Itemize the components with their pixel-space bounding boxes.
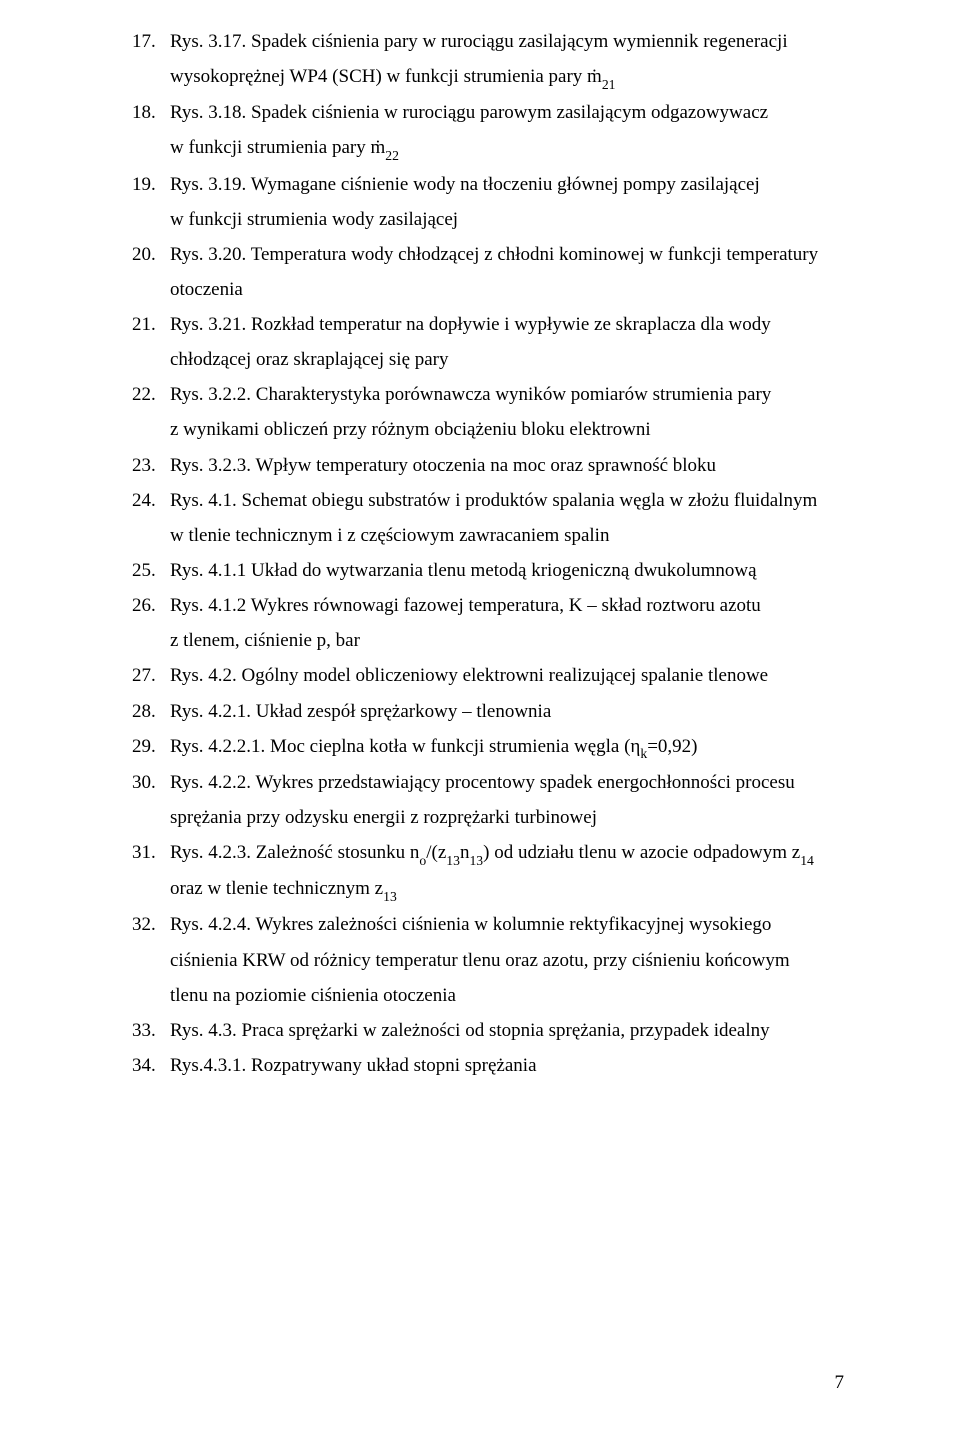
list-item-line: Rys. 4.2.1. Układ zespół sprężarkowy – t… (170, 694, 852, 729)
list-item: 22.Rys. 3.2.2. Charakterystyka porównawc… (132, 377, 852, 412)
list-item-line: Rys. 3.2.3. Wpływ temperatury otoczenia … (170, 448, 852, 483)
list-item: 17.Rys. 3.17. Spadek ciśnienia pary w ru… (132, 24, 852, 59)
list-item-line: w tlenie technicznym i z częściowym zawr… (132, 518, 852, 553)
list-item-line: Rys. 3.17. Spadek ciśnienia pary w ruroc… (170, 24, 852, 59)
list-item: 31.Rys. 4.2.3. Zależność stosunku no/(z1… (132, 835, 852, 871)
list-item: 27.Rys. 4.2. Ogólny model obliczeniowy e… (132, 658, 852, 693)
list-item-number: 33. (132, 1013, 170, 1048)
page-number: 7 (835, 1372, 845, 1394)
list-item-number: 20. (132, 237, 170, 272)
list-item-number: 29. (132, 729, 170, 764)
list-item: 34.Rys.4.3.1. Rozpatrywany układ stopni … (132, 1048, 852, 1083)
list-item: 24.Rys. 4.1. Schemat obiegu substratów i… (132, 483, 852, 518)
list-item-number: 22. (132, 377, 170, 412)
list-item-number: 31. (132, 835, 170, 870)
list-item-line: Rys. 4.2. Ogólny model obliczeniowy elek… (170, 658, 852, 693)
list-item-number: 21. (132, 307, 170, 342)
list-item-line: Rys. 3.20. Temperatura wody chłodzącej z… (170, 237, 852, 272)
list-item-line: w funkcji strumienia wody zasilającej (132, 202, 852, 237)
list-item-line: sprężania przy odzysku energii z rozpręż… (132, 800, 852, 835)
list-item-number: 26. (132, 588, 170, 623)
list-item: 19.Rys. 3.19. Wymagane ciśnienie wody na… (132, 167, 852, 202)
list-item-number: 17. (132, 24, 170, 59)
list-item-line: Rys. 3.19. Wymagane ciśnienie wody na tł… (170, 167, 852, 202)
list-item-line: z wynikami obliczeń przy różnym obciążen… (132, 412, 852, 447)
list-item-number: 34. (132, 1048, 170, 1083)
list-item-number: 32. (132, 907, 170, 942)
list-item-number: 28. (132, 694, 170, 729)
list-item: 21.Rys. 3.21. Rozkład temperatur na dopł… (132, 307, 852, 342)
list-item: 32.Rys. 4.2.4. Wykres zależności ciśnien… (132, 907, 852, 942)
list-item-number: 25. (132, 553, 170, 588)
list-item-line: otoczenia (132, 272, 852, 307)
list-item-number: 24. (132, 483, 170, 518)
list-item: 33.Rys. 4.3. Praca sprężarki w zależnośc… (132, 1013, 852, 1048)
list-item-line: ciśnienia KRW od różnicy temperatur tlen… (132, 943, 852, 978)
list-item-line: Rys. 4.1.2 Wykres równowagi fazowej temp… (170, 588, 852, 623)
list-item-line: z tlenem, ciśnienie p, bar (132, 623, 852, 658)
list-item-line: Rys. 4.2.2.1. Moc cieplna kotła w funkcj… (170, 729, 852, 765)
list-item-line: Rys. 4.2.3. Zależność stosunku no/(z13n1… (170, 835, 852, 871)
list-item: 28.Rys. 4.2.1. Układ zespół sprężarkowy … (132, 694, 852, 729)
list-item-line: w funkcji strumienia pary ṁ22 (132, 130, 852, 166)
list-item: 18.Rys. 3.18. Spadek ciśnienia w rurocią… (132, 95, 852, 130)
list-item: 30.Rys. 4.2.2. Wykres przedstawiający pr… (132, 765, 852, 800)
list-item-line: Rys. 3.18. Spadek ciśnienia w rurociągu … (170, 95, 852, 130)
list-item: 23.Rys. 3.2.3. Wpływ temperatury otoczen… (132, 448, 852, 483)
list-item-number: 30. (132, 765, 170, 800)
list-item-line: Rys. 4.1.1 Układ do wytwarzania tlenu me… (170, 553, 852, 588)
list-item: 25.Rys. 4.1.1 Układ do wytwarzania tlenu… (132, 553, 852, 588)
list-item-line: chłodzącej oraz skraplającej się pary (132, 342, 852, 377)
list-item-number: 18. (132, 95, 170, 130)
list-item-line: Rys. 4.3. Praca sprężarki w zależności o… (170, 1013, 852, 1048)
document-page: 17.Rys. 3.17. Spadek ciśnienia pary w ru… (0, 0, 960, 1448)
list-item-number: 23. (132, 448, 170, 483)
list-item: 20.Rys. 3.20. Temperatura wody chłodzące… (132, 237, 852, 272)
list-item-line: oraz w tlenie technicznym z13 (132, 871, 852, 907)
list-item-line: Rys.4.3.1. Rozpatrywany układ stopni spr… (170, 1048, 852, 1083)
list-item-line: Rys. 3.2.2. Charakterystyka porównawcza … (170, 377, 852, 412)
list-item-line: Rys. 4.1. Schemat obiegu substratów i pr… (170, 483, 852, 518)
list-item-line: Rys. 4.2.4. Wykres zależności ciśnienia … (170, 907, 852, 942)
list-item: 26.Rys. 4.1.2 Wykres równowagi fazowej t… (132, 588, 852, 623)
list-item-number: 27. (132, 658, 170, 693)
list-item-line: Rys. 4.2.2. Wykres przedstawiający proce… (170, 765, 852, 800)
list-item: 29.Rys. 4.2.2.1. Moc cieplna kotła w fun… (132, 729, 852, 765)
figure-list: 17.Rys. 3.17. Spadek ciśnienia pary w ru… (132, 24, 852, 1083)
list-item-line: Rys. 3.21. Rozkład temperatur na dopływi… (170, 307, 852, 342)
list-item-line: tlenu na poziomie ciśnienia otoczenia (132, 978, 852, 1013)
list-item-number: 19. (132, 167, 170, 202)
list-item-line: wysokoprężnej WP4 (SCH) w funkcji strumi… (132, 59, 852, 95)
